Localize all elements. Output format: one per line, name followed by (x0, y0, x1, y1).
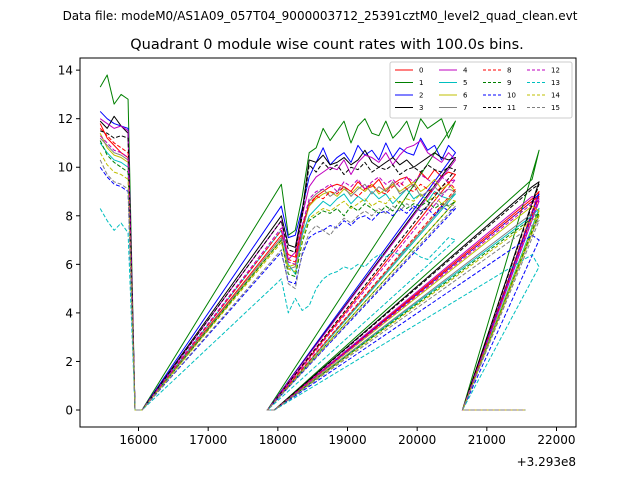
legend-box (389, 61, 573, 119)
x-offset-label: +3.293e8 (517, 455, 576, 469)
y-tick-label: 8 (65, 209, 73, 223)
legend-label: 9 (507, 79, 511, 87)
x-tick-label: 19000 (328, 433, 366, 447)
legend-label: 8 (507, 67, 511, 75)
legend-label: 13 (551, 79, 560, 87)
x-tick-label: 17000 (189, 433, 227, 447)
legend-label: 6 (463, 92, 468, 100)
legend-label: 2 (419, 92, 423, 100)
x-tick-label: 16000 (119, 433, 157, 447)
chart-title: Quadrant 0 module wise count rates with … (130, 37, 524, 53)
legend-label: 3 (419, 104, 423, 112)
x-axis: 16000 17000 18000 19000 20000 21000 22000 (119, 427, 576, 447)
x-tick-label: 20000 (398, 433, 436, 447)
y-tick-label: 0 (65, 404, 73, 418)
legend-label: 11 (507, 104, 516, 112)
y-axis: 0 2 4 6 8 10 12 14 (58, 64, 80, 418)
plot-frame (79, 57, 577, 428)
y-tick-label: 2 (65, 355, 73, 369)
legend-label: 14 (551, 92, 560, 100)
y-tick-label: 6 (65, 258, 73, 272)
y-tick-label: 14 (58, 64, 73, 78)
figure-suptitle: Data file: modeM0/AS1A09_057T04_90000037… (63, 9, 578, 23)
legend-label: 4 (463, 67, 468, 75)
x-tick-label: 22000 (537, 433, 575, 447)
legend-label: 0 (419, 67, 423, 75)
legend-label: 15 (551, 104, 560, 112)
legend-label: 5 (463, 79, 467, 87)
plot-lines (99, 74, 540, 411)
legend-label: 7 (463, 104, 467, 112)
y-tick-label: 4 (65, 306, 73, 320)
x-tick-label: 18000 (259, 433, 297, 447)
y-tick-label: 10 (58, 161, 73, 175)
legend-label: 10 (507, 92, 516, 100)
series-line-15 (99, 159, 540, 411)
x-tick-label: 21000 (468, 433, 506, 447)
y-tick-label: 12 (58, 112, 73, 126)
legend-label: 12 (551, 67, 560, 75)
legend-label: 1 (419, 79, 423, 87)
